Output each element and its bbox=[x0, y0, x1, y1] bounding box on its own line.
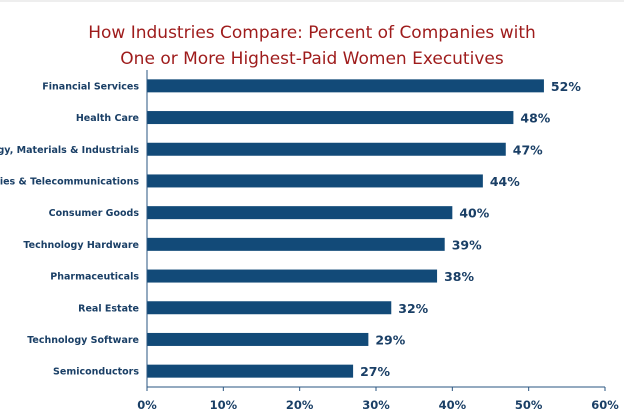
top-border bbox=[0, 0, 624, 2]
category-label: Health Care bbox=[76, 113, 139, 124]
data-label: 47% bbox=[513, 142, 543, 157]
bar bbox=[147, 206, 453, 220]
chart-title-line-1: How Industries Compare: Percent of Compa… bbox=[88, 23, 536, 43]
category-label: Semiconductors bbox=[53, 367, 139, 378]
category-label: Financial Services bbox=[42, 81, 139, 92]
data-label: 39% bbox=[452, 237, 482, 252]
bar bbox=[147, 301, 392, 315]
chart-title: How Industries Compare: Percent of Compa… bbox=[0, 20, 624, 72]
data-label: 44% bbox=[490, 174, 520, 189]
category-label: Utilities & Telecommunications bbox=[0, 176, 139, 187]
category-label: Energy, Materials & Industrials bbox=[0, 145, 139, 156]
category-label: Real Estate bbox=[78, 303, 139, 314]
x-tick-label: 30% bbox=[362, 398, 390, 412]
x-tick-label: 20% bbox=[286, 398, 314, 412]
bar bbox=[147, 364, 354, 378]
bar bbox=[147, 332, 369, 346]
x-tick-label: 10% bbox=[210, 398, 238, 412]
x-tick-label: 0% bbox=[137, 398, 157, 412]
data-label: 38% bbox=[444, 269, 474, 284]
x-tick-label: 50% bbox=[515, 398, 543, 412]
x-tick-label: 40% bbox=[439, 398, 467, 412]
bar bbox=[147, 142, 506, 156]
chart-title-line-2: One or More Highest-Paid Women Executive… bbox=[120, 49, 504, 69]
x-tick-label: 60% bbox=[591, 398, 619, 412]
data-label: 27% bbox=[360, 364, 390, 379]
bar bbox=[147, 79, 544, 93]
category-label: Technology Hardware bbox=[23, 240, 139, 251]
category-label: Consumer Goods bbox=[49, 208, 140, 219]
data-label: 32% bbox=[398, 301, 428, 316]
category-label: Technology Software bbox=[27, 335, 139, 346]
bar bbox=[147, 111, 514, 125]
data-label: 29% bbox=[375, 332, 405, 347]
bar bbox=[147, 174, 483, 188]
data-label: 40% bbox=[459, 206, 489, 221]
category-label: Pharmaceuticals bbox=[50, 272, 139, 283]
data-label: 52% bbox=[551, 79, 581, 94]
data-label: 48% bbox=[520, 111, 550, 126]
bar bbox=[147, 269, 438, 283]
bar bbox=[147, 237, 445, 251]
